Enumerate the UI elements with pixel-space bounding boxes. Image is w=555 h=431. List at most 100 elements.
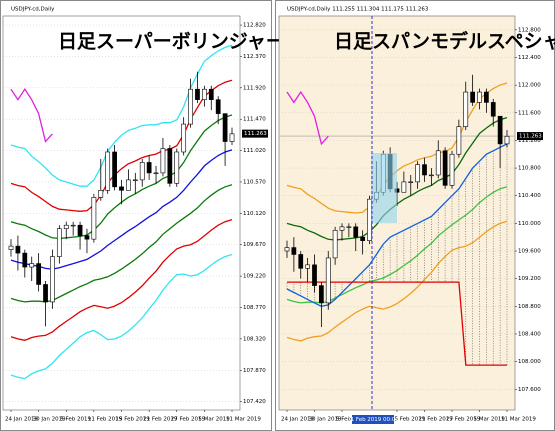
indicator-line — [10, 253, 233, 380]
indicator-line — [10, 88, 53, 143]
x-tick-label: 11 Feb 2019 — [88, 417, 123, 423]
candle-body — [84, 235, 90, 240]
indicator-line — [10, 79, 233, 212]
x-tick-label: 21 Feb 2019 — [143, 417, 178, 423]
candle-body — [50, 256, 55, 303]
last-price-box — [242, 129, 268, 138]
y-tick-label: 110.400 — [518, 193, 541, 199]
x-tick-label: 30 Jan 2019 — [33, 417, 66, 423]
candle-body — [284, 247, 290, 252]
y-tick-label: 108.800 — [518, 304, 541, 310]
candle-body — [91, 197, 97, 240]
y-tick-label: 107.870 — [243, 368, 266, 374]
indicator-line — [10, 44, 233, 187]
y-tick-label: 111.920 — [243, 85, 266, 91]
chart-title: 日足スパンモデルスペシャル — [334, 30, 555, 53]
x-tick-label: 5 Mar 2019 — [198, 417, 230, 423]
last-price-label: 111.263 — [244, 131, 267, 137]
x-tick-label: 27 Feb 2019 — [446, 417, 481, 423]
y-tick-label: 112.820 — [243, 23, 266, 29]
candle-body — [8, 245, 14, 250]
candle-body — [346, 226, 352, 228]
candle-body — [181, 123, 187, 153]
candle-body — [477, 91, 482, 103]
x-tick-label: 24 Jan 2019 — [5, 417, 38, 423]
candle-body — [36, 263, 41, 285]
candle-body — [77, 224, 83, 236]
candle-body — [202, 88, 207, 100]
candle-body — [332, 229, 338, 259]
y-tick-label: 109.220 — [243, 274, 266, 280]
y-tick-label: 109.600 — [518, 249, 541, 255]
y-tick-label: 111.470 — [243, 117, 266, 123]
candle-body — [449, 153, 455, 186]
candle-body — [429, 174, 434, 177]
candle-body — [208, 88, 214, 100]
candle-body — [174, 151, 180, 184]
candle-body — [456, 126, 462, 155]
y-tick-label: 112.800 — [518, 27, 541, 33]
candle-body — [188, 88, 193, 125]
candle-body — [360, 236, 365, 241]
selection-box — [371, 153, 397, 223]
indicator-line — [10, 218, 233, 341]
candle-body — [319, 285, 324, 304]
y-tick-label: 108.000 — [518, 359, 541, 365]
candle-body — [305, 264, 310, 269]
candle-body — [291, 247, 297, 255]
candle-body — [56, 228, 62, 257]
indicator-line — [286, 143, 508, 307]
candle-body — [63, 224, 69, 229]
indicator-line — [286, 90, 329, 146]
x-tick-label: 5 Feb 2019 — [336, 417, 367, 423]
candle-body — [401, 181, 407, 193]
candle-body — [422, 164, 427, 176]
candle-body — [167, 148, 173, 184]
candle-body — [415, 164, 420, 183]
x-tick-label: 11 Mar 2019 — [226, 417, 261, 423]
y-tick-label: 109.670 — [243, 242, 266, 248]
y-tick-label: 107.420 — [243, 399, 266, 405]
candle-body — [146, 162, 152, 174]
y-tick-label: 112.400 — [518, 55, 541, 61]
x-tick-label: 5 Mar 2019 — [474, 417, 506, 423]
candle-body — [484, 91, 489, 103]
candle-body — [132, 179, 138, 181]
candle-body — [22, 252, 28, 268]
candle-body — [435, 150, 441, 176]
y-tick-label: 110.120 — [243, 211, 266, 217]
chart-header: USDJPY-cd,Daily 111.255 111.304 111.175 … — [287, 7, 429, 13]
candle-body — [112, 151, 117, 188]
y-tick-label: 112.370 — [243, 54, 266, 60]
candle-body — [490, 102, 496, 117]
y-tick-label: 109.200 — [518, 276, 541, 282]
candle-body — [442, 150, 448, 186]
candle-body — [15, 245, 21, 254]
y-tick-label: 108.320 — [243, 336, 266, 342]
last-price-box — [517, 132, 543, 141]
indicator-line — [286, 220, 508, 342]
indicator-line — [287, 281, 507, 366]
y-tick-label: 112.000 — [518, 83, 541, 89]
x-tick-label: 21 Feb 2019 — [419, 417, 454, 423]
y-tick-label: 111.200 — [518, 138, 541, 144]
y-tick-label: 110.800 — [518, 166, 541, 172]
candle-body — [153, 172, 159, 175]
y-tick-label: 111.600 — [518, 110, 541, 116]
candle-body — [70, 224, 76, 227]
crosshair-box — [352, 415, 394, 424]
charts: 107.420 107.870 108.320 108.770 109.220 109.6… — [2, 7, 555, 423]
candle-body — [222, 113, 228, 142]
candle-body — [325, 257, 331, 304]
x-tick-label: 24 Jan 2019 — [281, 417, 314, 423]
indicator-line — [10, 149, 233, 270]
candle-body — [312, 264, 317, 286]
candle-body — [105, 151, 111, 191]
candle-body — [215, 99, 221, 114]
x-tick-label: 11 Mar 2019 — [501, 417, 536, 423]
candle-body — [139, 162, 145, 181]
chart-title: 日足スーパーボリンジャー — [58, 31, 285, 53]
candle-body — [353, 226, 359, 238]
x-tick-label: 15 Feb 2019 — [391, 417, 426, 423]
